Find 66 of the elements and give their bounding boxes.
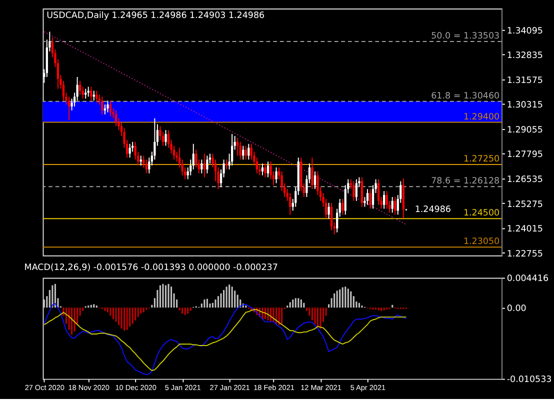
y-tick-label: 1.24015 <box>506 224 543 235</box>
candlestick <box>248 143 250 160</box>
candlestick <box>206 155 208 174</box>
candlestick <box>386 190 388 210</box>
candlestick <box>140 155 142 166</box>
ref-line-label: 50.0 = 1.33503 <box>431 32 500 42</box>
y-tick-label: 1.29055 <box>506 125 543 136</box>
candlestick <box>369 188 372 210</box>
ref-line-label: 78.6 = 1.26128 <box>431 176 500 187</box>
candlestick <box>200 159 203 174</box>
candlestick <box>96 90 98 104</box>
candlestick <box>366 188 369 206</box>
y-tick-label: 1.30315 <box>506 100 543 111</box>
candlestick <box>261 163 264 176</box>
ref-line-label: 1.23050 <box>463 237 500 248</box>
candlestick <box>225 159 228 170</box>
candlestick <box>236 137 239 156</box>
ref-line-label: 1.24500 <box>463 208 500 219</box>
y-tick-label: 1.32835 <box>506 51 543 62</box>
candlestick <box>145 159 148 174</box>
candlestick <box>239 141 242 160</box>
ref-line-label: 1.29400 <box>463 112 500 122</box>
y-tick-label: -0.010533 <box>506 375 552 386</box>
candlestick <box>90 86 92 102</box>
y-tick-label: 1.31575 <box>506 76 543 86</box>
y-tick-label: 1.34095 <box>506 26 543 36</box>
candlestick <box>87 86 90 98</box>
candlestick <box>360 176 364 208</box>
candlestick <box>391 196 394 214</box>
candlestick <box>101 96 104 115</box>
candlestick <box>84 88 87 100</box>
candlestick <box>266 161 270 178</box>
candlestick <box>92 90 95 102</box>
candlestick <box>355 178 358 202</box>
ref-line-label: 1.27250 <box>463 154 500 165</box>
candlestick <box>109 100 112 117</box>
candlestick <box>382 190 386 210</box>
y-tick-label: 0.004416 <box>506 274 549 284</box>
candlestick <box>352 180 355 202</box>
candlestick <box>164 130 167 146</box>
candlestick <box>275 166 278 184</box>
y-tick-label: 0.00 <box>506 304 526 314</box>
y-tick-label: 1.22755 <box>506 249 543 260</box>
candlestick <box>106 100 109 113</box>
candlestick <box>342 198 344 216</box>
chart-title: MACD(12,26,9) -0.001576 -0.001393 0.000000 -0.000237 <box>24 262 278 273</box>
candlestick <box>394 196 396 216</box>
candlestick <box>264 163 266 178</box>
candlestick <box>377 178 380 206</box>
candlestick <box>114 110 118 127</box>
y-tick-label: 1.25275 <box>506 200 543 210</box>
candlestick <box>328 202 330 220</box>
y-tick-label: 1.27795 <box>506 150 543 160</box>
candlestick <box>330 202 333 231</box>
candlestick <box>231 134 234 166</box>
candlestick <box>104 104 106 115</box>
ref-line-label: 61.8 = 1.30460 <box>431 91 500 102</box>
candlestick <box>314 170 316 190</box>
candlestick <box>289 192 292 216</box>
candlestick <box>311 157 314 190</box>
y-tick-label: 1.26535 <box>506 174 543 185</box>
candlestick <box>128 143 131 158</box>
chart-title: USDCAD,Daily 1.24965 1.24986 1.24903 1.24986 <box>46 11 265 22</box>
candlestick <box>68 96 70 121</box>
candlestick <box>203 153 206 178</box>
annotation: 1.24986 <box>414 204 451 215</box>
